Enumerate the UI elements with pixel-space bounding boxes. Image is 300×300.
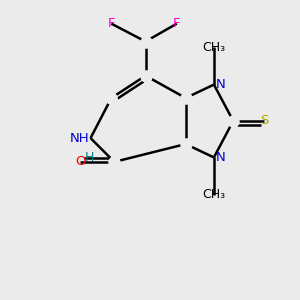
Text: N: N bbox=[215, 151, 225, 164]
Text: F: F bbox=[108, 17, 115, 30]
Text: N: N bbox=[215, 78, 225, 91]
Text: O: O bbox=[75, 155, 86, 168]
Text: CH₃: CH₃ bbox=[202, 41, 226, 54]
Text: H: H bbox=[84, 151, 94, 164]
Text: NH: NH bbox=[69, 132, 89, 145]
Text: F: F bbox=[173, 17, 181, 30]
Text: S: S bbox=[260, 114, 269, 128]
Text: CH₃: CH₃ bbox=[202, 188, 226, 201]
